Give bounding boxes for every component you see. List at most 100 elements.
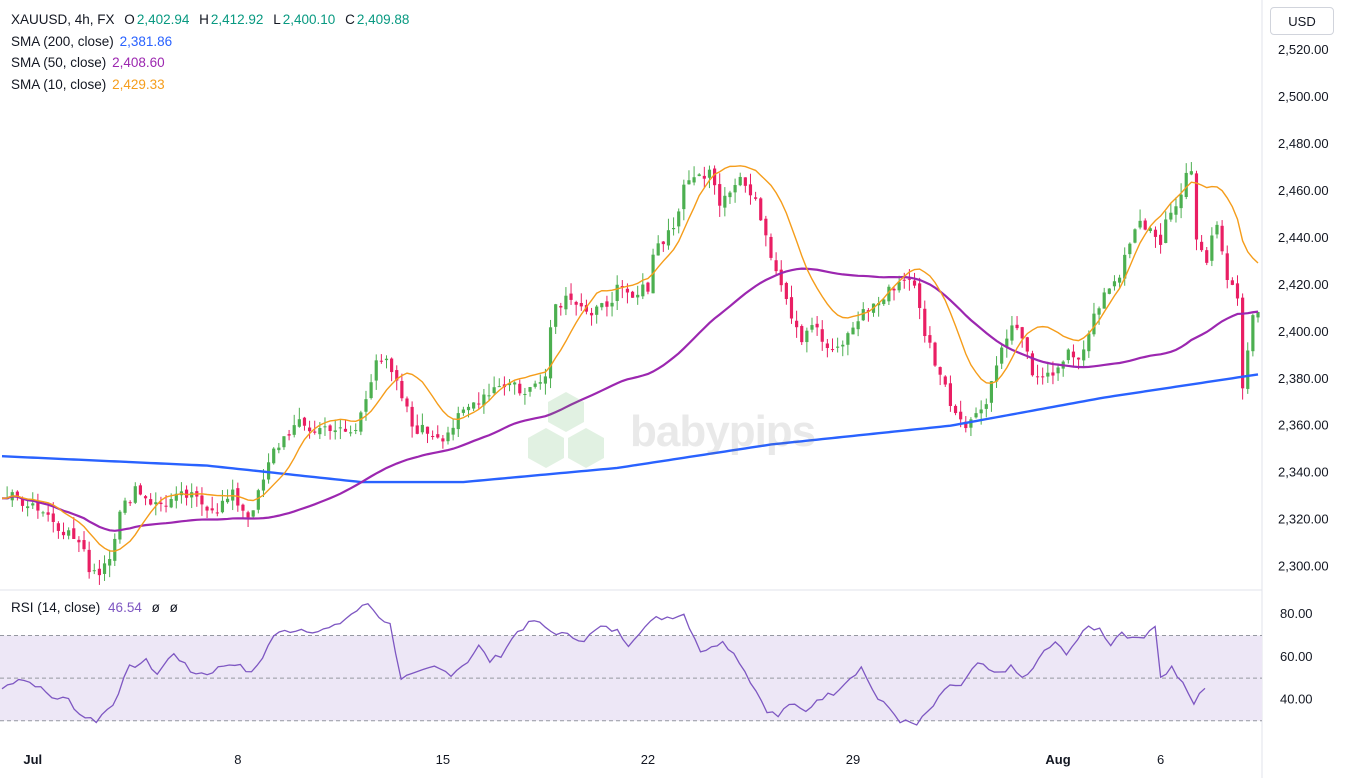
candle-body — [984, 404, 988, 409]
candle-body — [118, 511, 122, 540]
candle-body — [87, 549, 91, 573]
candle-body — [1133, 229, 1137, 243]
candle-body — [461, 409, 465, 413]
candle-body — [492, 387, 496, 394]
candle-body — [815, 323, 819, 328]
candle-body — [1251, 315, 1255, 352]
candle-body — [784, 282, 788, 300]
candle-body — [328, 425, 332, 431]
candle-body — [338, 427, 342, 429]
rsi-extra-1: ø — [151, 600, 160, 615]
candle-body — [20, 497, 25, 506]
candle-body — [149, 499, 153, 505]
candle-body — [41, 512, 45, 514]
candle-body — [72, 528, 76, 539]
candle-body — [554, 304, 558, 327]
sma10-legend[interactable]: SMA (10, close) 2,429.33 — [11, 74, 411, 96]
candle-body — [482, 394, 486, 406]
candle-body — [846, 333, 850, 345]
candle-body — [343, 428, 348, 432]
candle-body — [395, 370, 399, 381]
rsi-label: RSI (14, close) — [11, 600, 101, 615]
time-axis-label: 6 — [1157, 752, 1164, 767]
candle-body — [82, 540, 86, 550]
candle-body — [133, 486, 137, 503]
candle-body — [415, 425, 419, 434]
candle-body — [1200, 241, 1204, 251]
candle-body — [405, 398, 409, 407]
candle-body — [297, 419, 301, 427]
candle-body — [1241, 297, 1245, 389]
candle-body — [661, 241, 665, 245]
price-axis-label: 2,300.00 — [1278, 559, 1329, 574]
candle-body — [974, 413, 978, 418]
candle-body — [436, 434, 440, 438]
candle-body — [538, 382, 542, 384]
candle-body — [1051, 372, 1055, 376]
symbol-label[interactable]: XAUUSD, 4h, FX — [11, 12, 115, 27]
candle-body — [472, 402, 476, 409]
close-label: C — [345, 12, 355, 27]
axes: 2,300.00 2,320.00 2,340.00 2,360.00 2,380.00… — [23, 42, 1328, 767]
candle-body — [1005, 338, 1009, 347]
candle-body — [774, 260, 778, 272]
candle-body — [1179, 194, 1183, 209]
candle-body — [425, 426, 430, 434]
candle-body — [1035, 376, 1040, 378]
price-axis-label: 2,520.00 — [1278, 42, 1329, 57]
rsi-legend[interactable]: RSI (14, close) 46.54 ø ø — [11, 600, 178, 615]
candle-body — [1112, 281, 1117, 287]
candle-body — [830, 349, 835, 351]
sma200-legend[interactable]: SMA (200, close) 2,381.86 — [11, 31, 411, 53]
candle-body — [769, 236, 773, 258]
candle-body — [1066, 349, 1070, 361]
candle-body — [1117, 277, 1122, 283]
candle-body — [108, 559, 112, 566]
candle-body — [656, 243, 660, 256]
candle-body — [759, 198, 763, 221]
candle-body — [1215, 224, 1219, 235]
candle-body — [682, 184, 686, 210]
candle-body — [225, 498, 230, 503]
time-axis-label: 8 — [234, 752, 241, 767]
rsi-pane — [0, 603, 1262, 726]
high-value: 2,412.92 — [210, 12, 264, 27]
candle-body — [933, 342, 937, 366]
candle-body — [369, 382, 373, 399]
candle-body — [800, 326, 804, 343]
candle-body — [789, 297, 794, 319]
candle-body — [431, 435, 435, 437]
candle-body — [1102, 292, 1106, 309]
open-label: O — [124, 12, 135, 27]
rsi-extra-2: ø — [169, 600, 178, 615]
candle-body — [287, 434, 291, 436]
sma10-value: 2,429.33 — [112, 76, 165, 92]
time-axis-label: 22 — [641, 752, 655, 767]
candle-body — [1194, 173, 1199, 240]
currency-button[interactable]: USD — [1270, 7, 1334, 35]
candle-body — [1230, 280, 1234, 285]
candle-body — [215, 512, 219, 514]
candle-body — [302, 417, 307, 426]
candle-body — [615, 284, 619, 302]
candle-body — [256, 490, 260, 510]
sma50-legend[interactable]: SMA (50, close) 2,408.60 — [11, 52, 411, 74]
candle-body — [1071, 351, 1076, 358]
time-axis-label: Jul — [23, 752, 42, 767]
chart-legend: XAUUSD, 4h, FX O 2,402.94 H 2,412.92 L 2,40… — [11, 9, 411, 95]
price-axis-label: 2,380.00 — [1278, 371, 1329, 386]
babypips-watermark: babypips — [524, 390, 816, 474]
candle-body — [174, 493, 178, 501]
candle-body — [497, 386, 501, 388]
candle-body — [743, 177, 747, 186]
rsi-value: 46.54 — [108, 600, 142, 615]
high-label: H — [199, 12, 209, 27]
candle-body — [630, 291, 635, 298]
candle-body — [851, 327, 855, 335]
candle-body — [959, 411, 963, 420]
candle-body — [825, 343, 829, 349]
candle-body — [979, 409, 983, 414]
candle-body — [738, 176, 742, 186]
candle-body — [579, 303, 583, 307]
